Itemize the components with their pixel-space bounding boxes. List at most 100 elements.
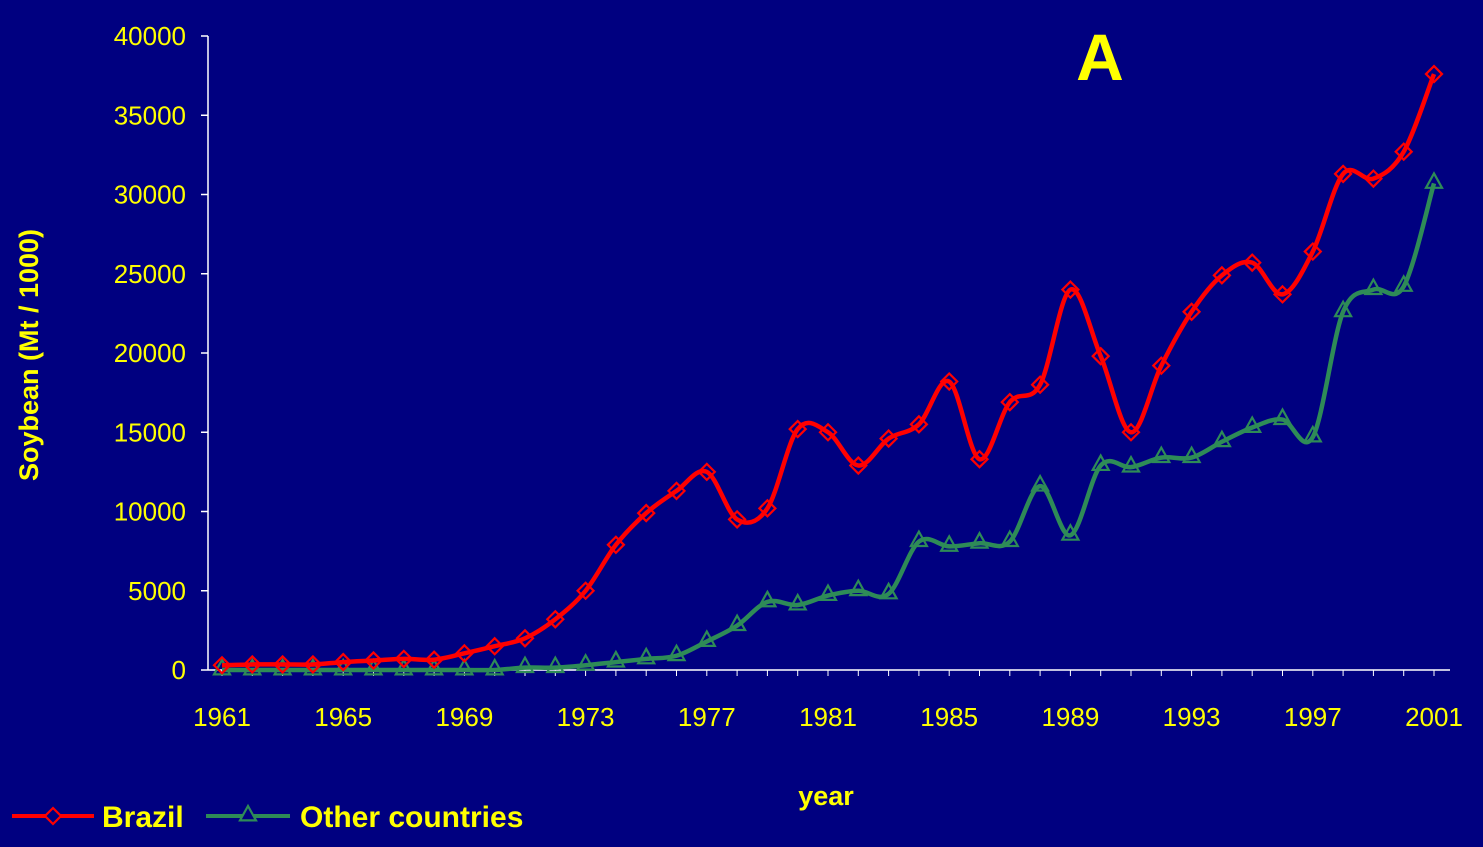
y-tick-label: 15000 [114, 417, 186, 447]
data-point-diamond [1424, 64, 1444, 84]
x-tick-label: 1965 [314, 702, 372, 732]
data-point-diamond [697, 462, 717, 482]
data-point-triangle [939, 534, 960, 552]
data-point-diamond [1151, 356, 1171, 376]
data-point-diamond [788, 419, 808, 439]
panel-label: A [1076, 20, 1124, 94]
data-point-diamond [576, 581, 596, 601]
data-point-diamond [1121, 422, 1141, 442]
data-point-diamond [303, 654, 323, 675]
data-point-triangle [424, 657, 444, 676]
data-point-triangle [1302, 424, 1323, 443]
data-point-diamond [1363, 169, 1383, 189]
data-point-diamond [363, 650, 384, 671]
data-point-diamond [394, 649, 414, 669]
data-point-diamond [515, 628, 535, 648]
series-brazil [212, 64, 1444, 675]
data-point-diamond [454, 643, 474, 663]
y-tick-label: 10000 [114, 497, 186, 527]
data-point-diamond [485, 636, 505, 656]
data-point-triangle [363, 657, 384, 676]
data-point-diamond [333, 652, 353, 672]
data-point-triangle [878, 581, 899, 600]
data-point-triangle [636, 646, 657, 665]
data-point-triangle [818, 583, 838, 602]
x-tick-label: 1973 [557, 702, 615, 732]
x-tick-label: 2001 [1405, 702, 1463, 732]
data-point-diamond [1030, 375, 1050, 395]
data-point-diamond [879, 429, 899, 449]
data-point-triangle [515, 655, 535, 674]
x-tick-label: 1961 [193, 702, 251, 732]
data-point-diamond [969, 449, 990, 469]
x-tick-label: 1969 [435, 702, 493, 732]
data-point-diamond [1303, 242, 1323, 262]
data-point-diamond [1091, 346, 1111, 366]
data-point-diamond [818, 422, 838, 442]
x-tick-label: 1993 [1163, 702, 1221, 732]
y-tick-label: 35000 [114, 100, 186, 130]
x-tick-labels: 1961 1965 1969 1973 1977 1981 1985 1989 1993 1997… [193, 702, 1463, 732]
data-point-diamond [545, 609, 565, 629]
y-tick-label: 30000 [114, 180, 186, 210]
data-point-diamond [1182, 302, 1202, 322]
y-tick-label: 5000 [128, 576, 186, 606]
data-point-triangle [848, 578, 869, 597]
legend-item-brazil: Brazil [12, 801, 184, 834]
data-point-triangle [1090, 453, 1111, 472]
data-point-diamond [727, 509, 747, 529]
y-tick-label: 0 [172, 655, 186, 685]
data-point-triangle [1121, 454, 1141, 473]
data-point-triangle [1363, 277, 1384, 296]
data-point-triangle [696, 629, 717, 647]
x-tick-label: 1977 [678, 702, 736, 732]
data-point-diamond [1394, 142, 1414, 162]
y-tick-labels: 0 5000 10000 15000 20000 25000 30000 35000 40000 [114, 21, 186, 685]
data-point-triangle [1272, 407, 1293, 426]
data-point-diamond [424, 650, 444, 670]
data-point-diamond [848, 455, 868, 476]
data-point-diamond [757, 498, 777, 518]
data-point-triangle [1030, 473, 1050, 492]
data-point-triangle [909, 529, 929, 548]
data-point-triangle [1181, 445, 1202, 464]
data-point-diamond [1212, 265, 1232, 285]
data-point-triangle [393, 657, 414, 676]
legend-other-label: Other countries [300, 801, 523, 834]
data-point-triangle [545, 655, 566, 674]
data-point-diamond [1333, 164, 1353, 184]
data-point-triangle [454, 657, 475, 676]
y-tick-label: 20000 [114, 338, 186, 368]
data-point-triangle [787, 592, 808, 611]
data-point-diamond [1272, 284, 1293, 304]
x-tick-label: 1985 [920, 702, 978, 732]
data-point-triangle [1424, 171, 1444, 189]
y-tick-label: 25000 [114, 259, 186, 289]
data-point-triangle [1060, 523, 1081, 541]
data-point-diamond [909, 414, 929, 434]
data-point-triangle [999, 529, 1020, 548]
data-point-diamond [1242, 253, 1262, 273]
data-point-diamond [939, 371, 959, 392]
data-point-triangle [575, 652, 596, 671]
data-point-triangle [1393, 274, 1414, 292]
x-tick-label: 1997 [1284, 702, 1342, 732]
data-point-diamond [666, 481, 687, 501]
data-point-triangle [1212, 429, 1232, 448]
data-point-diamond [636, 503, 656, 523]
x-tick-label: 1989 [1041, 702, 1099, 732]
y-tick-label: 40000 [114, 21, 186, 51]
x-tick-label: 1981 [799, 702, 857, 732]
data-point-triangle [484, 657, 505, 676]
legend-brazil-marker [43, 806, 63, 826]
series-layer [212, 64, 1444, 676]
legend: Brazil Other countries [12, 801, 523, 834]
legend-other-marker [238, 803, 258, 822]
legend-brazil-label: Brazil [102, 801, 184, 834]
data-point-diamond [1060, 280, 1080, 300]
data-point-diamond [606, 535, 626, 555]
data-point-triangle [666, 643, 687, 662]
